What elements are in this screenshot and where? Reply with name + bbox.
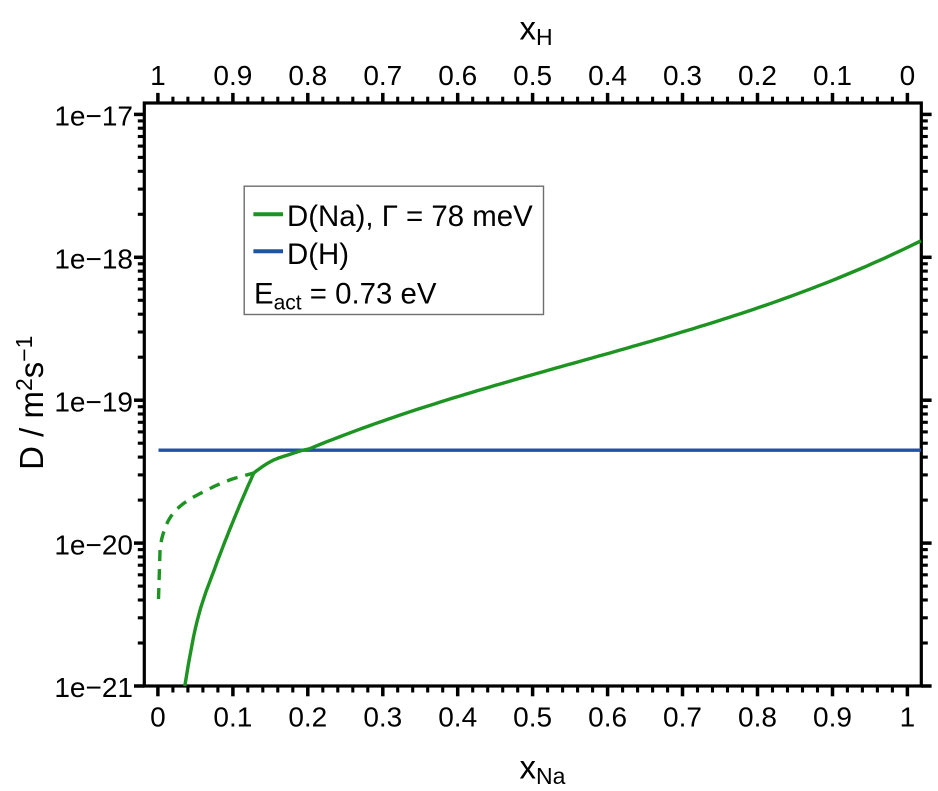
- svg-text:0.1: 0.1: [213, 702, 252, 733]
- svg-text:0.1: 0.1: [813, 60, 852, 91]
- svg-text:1e−20: 1e−20: [54, 529, 133, 560]
- svg-text:Eact = 0.73 eV: Eact = 0.73 eV: [254, 278, 437, 315]
- svg-text:0.5: 0.5: [513, 60, 552, 91]
- svg-text:1e−19: 1e−19: [54, 386, 133, 417]
- svg-text:0.3: 0.3: [363, 702, 402, 733]
- svg-text:0.7: 0.7: [363, 60, 402, 91]
- svg-text:0.5: 0.5: [513, 702, 552, 733]
- svg-text:0.8: 0.8: [738, 702, 777, 733]
- svg-text:D(Na), Γ = 78 meV: D(Na), Γ = 78 meV: [287, 200, 533, 233]
- svg-text:0.2: 0.2: [288, 702, 327, 733]
- svg-text:D / m2s−1: D / m2s−1: [11, 336, 50, 470]
- svg-text:0.7: 0.7: [663, 702, 702, 733]
- svg-text:0.4: 0.4: [438, 702, 477, 733]
- svg-text:1e−21: 1e−21: [54, 672, 133, 703]
- svg-text:0.8: 0.8: [288, 60, 327, 91]
- svg-text:0: 0: [150, 702, 166, 733]
- svg-text:0.9: 0.9: [813, 702, 852, 733]
- svg-text:D(H): D(H): [287, 238, 349, 271]
- svg-text:0.2: 0.2: [738, 60, 777, 91]
- svg-text:0.9: 0.9: [213, 60, 252, 91]
- svg-text:1: 1: [900, 702, 916, 733]
- svg-text:0.6: 0.6: [588, 702, 627, 733]
- svg-text:1: 1: [150, 60, 166, 91]
- svg-text:0.6: 0.6: [438, 60, 477, 91]
- svg-text:1e−17: 1e−17: [54, 101, 133, 132]
- svg-text:1e−18: 1e−18: [54, 244, 133, 275]
- svg-text:0.3: 0.3: [663, 60, 702, 91]
- svg-text:0: 0: [900, 60, 916, 91]
- svg-text:0.4: 0.4: [588, 60, 627, 91]
